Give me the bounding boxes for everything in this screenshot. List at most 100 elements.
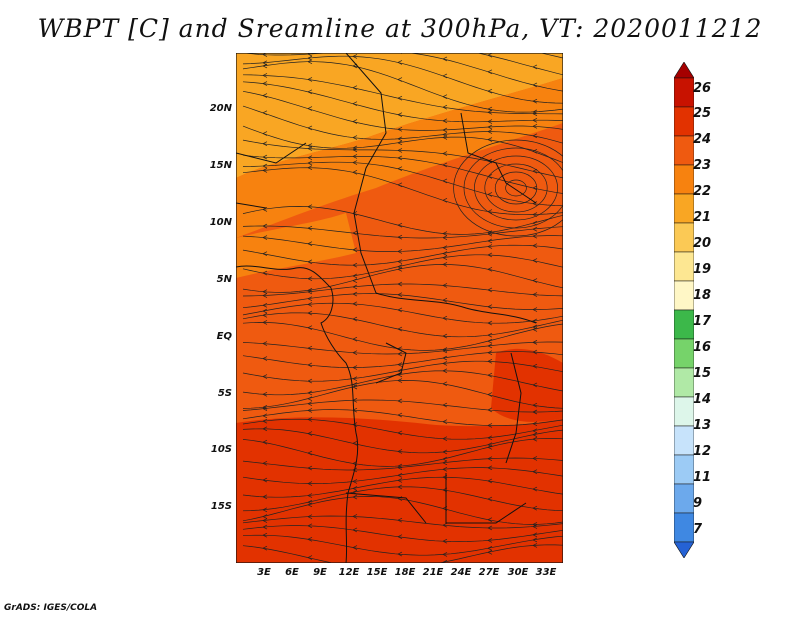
- stream-arrow: [487, 423, 493, 428]
- streamline: [242, 55, 563, 104]
- stream-arrow: [397, 182, 403, 188]
- stream-arrow: [442, 178, 448, 184]
- stream-arrow: [307, 523, 313, 529]
- stream-arrow: [352, 262, 358, 268]
- stream-arrow: [487, 252, 493, 258]
- lon-label-15e: 15E: [366, 567, 388, 578]
- stream-arrow: [532, 82, 538, 88]
- stream-arrow: [352, 147, 358, 153]
- stream-arrow: [352, 101, 358, 107]
- stream-arrow: [487, 372, 493, 378]
- lon-label-24e: 24E: [450, 567, 472, 578]
- colorbar-label-11: 11: [693, 470, 712, 485]
- streamline: [242, 360, 563, 382]
- stream-arrow: [397, 378, 403, 383]
- stream-arrow: [442, 283, 448, 288]
- colorbar-segment: [674, 425, 694, 456]
- swirl-streamline: [474, 155, 558, 221]
- stream-arrow: [352, 301, 358, 307]
- lon-label-12e: 12E: [338, 567, 360, 578]
- streamline: [242, 244, 563, 266]
- stream-arrow: [532, 436, 538, 442]
- stream-arrow: [262, 141, 268, 146]
- colorbar-label-19: 19: [693, 262, 712, 277]
- stream-arrow: [352, 479, 358, 484]
- stream-arrow: [397, 551, 403, 557]
- stream-arrow: [307, 276, 313, 281]
- stream-arrow: [487, 266, 493, 272]
- stream-arrow: [262, 545, 268, 551]
- stream-arrow: [262, 110, 268, 116]
- stream-arrow: [487, 192, 493, 197]
- streamline: [242, 161, 563, 207]
- stream-arrow: [352, 350, 358, 356]
- lat-label-10n: 10N: [209, 217, 232, 228]
- colorbar-label-16: 16: [693, 340, 712, 355]
- stream-arrow: [532, 111, 538, 117]
- streamline: [242, 264, 563, 293]
- stream-arrow: [532, 318, 538, 324]
- streamline: [242, 476, 563, 498]
- stream-arrow: [262, 289, 268, 295]
- stream-arrow: [352, 376, 358, 381]
- streamline: [242, 81, 563, 123]
- colorbar-segment: [674, 338, 694, 369]
- stream-arrow: [397, 136, 403, 142]
- streamline: [242, 90, 563, 131]
- streamline: [242, 74, 563, 115]
- lat-label-10s: 10S: [210, 444, 232, 455]
- stream-arrow: [397, 140, 403, 146]
- stream-arrow: [262, 439, 268, 445]
- stream-arrow: [352, 85, 358, 91]
- stream-arrow: [352, 135, 358, 140]
- colorbar-segment: [674, 135, 694, 166]
- streamline: [242, 235, 563, 252]
- stream-arrow: [397, 126, 403, 132]
- streamline: [242, 534, 563, 556]
- stream-arrow: [487, 538, 493, 543]
- stream-arrow: [442, 73, 448, 79]
- stream-arrow: [262, 514, 268, 519]
- stream-arrow: [307, 155, 313, 160]
- stream-arrow: [442, 460, 448, 466]
- stream-arrow: [397, 449, 403, 454]
- stream-arrow: [442, 132, 448, 137]
- stream-arrow: [397, 281, 403, 287]
- stream-arrow: [397, 307, 403, 313]
- stream-arrow: [442, 552, 448, 557]
- stream-arrow: [262, 81, 268, 86]
- stream-arrow: [262, 207, 268, 212]
- stream-arrow: [352, 384, 358, 390]
- stream-arrow: [442, 235, 448, 240]
- stream-arrow: [352, 316, 358, 322]
- streamline: [242, 544, 563, 563]
- streamline: [242, 61, 563, 113]
- colorbar-label-22: 22: [693, 184, 712, 199]
- streamline: [242, 380, 563, 409]
- stream-arrow: [397, 412, 403, 418]
- swirl-streamline: [505, 179, 527, 197]
- colorbar-label-26: 26: [693, 81, 712, 96]
- stream-arrow: [442, 151, 448, 156]
- stream-arrow: [532, 258, 538, 263]
- streamline: [242, 125, 563, 163]
- stream-arrow: [532, 64, 538, 70]
- streamline: [242, 467, 563, 484]
- stream-arrow: [307, 165, 313, 171]
- stream-arrow: [442, 56, 448, 62]
- stream-arrow: [397, 463, 403, 469]
- stream-arrow: [532, 421, 538, 427]
- streamline: [242, 341, 563, 355]
- stream-arrow: [262, 418, 268, 424]
- stream-arrow: [397, 326, 403, 332]
- lat-label-15s: 15S: [210, 501, 232, 512]
- stream-arrow: [532, 432, 538, 438]
- stream-arrow: [487, 320, 493, 326]
- stream-arrow: [442, 162, 448, 168]
- stream-arrow: [532, 185, 538, 191]
- stream-arrow: [487, 119, 493, 124]
- stream-arrow: [532, 292, 538, 297]
- stream-arrow: [307, 241, 313, 247]
- stream-arrow: [262, 320, 268, 325]
- stream-arrow: [532, 486, 538, 492]
